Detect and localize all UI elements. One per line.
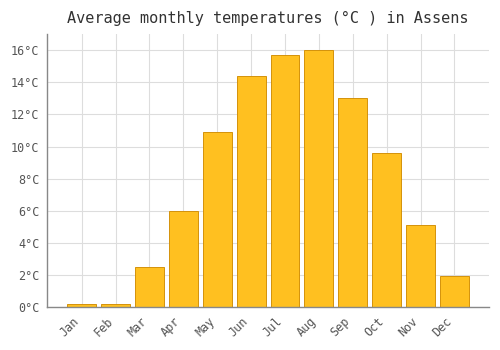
Bar: [304, 50, 334, 307]
Bar: [406, 225, 435, 307]
Bar: [372, 153, 401, 307]
Bar: [68, 304, 96, 307]
Bar: [270, 55, 300, 307]
Bar: [236, 76, 266, 307]
Bar: [203, 132, 232, 307]
Title: Average monthly temperatures (°C ) in Assens: Average monthly temperatures (°C ) in As…: [68, 11, 469, 26]
Bar: [101, 304, 130, 307]
Bar: [169, 211, 198, 307]
Bar: [440, 276, 469, 307]
Bar: [135, 267, 164, 307]
Bar: [338, 98, 367, 307]
